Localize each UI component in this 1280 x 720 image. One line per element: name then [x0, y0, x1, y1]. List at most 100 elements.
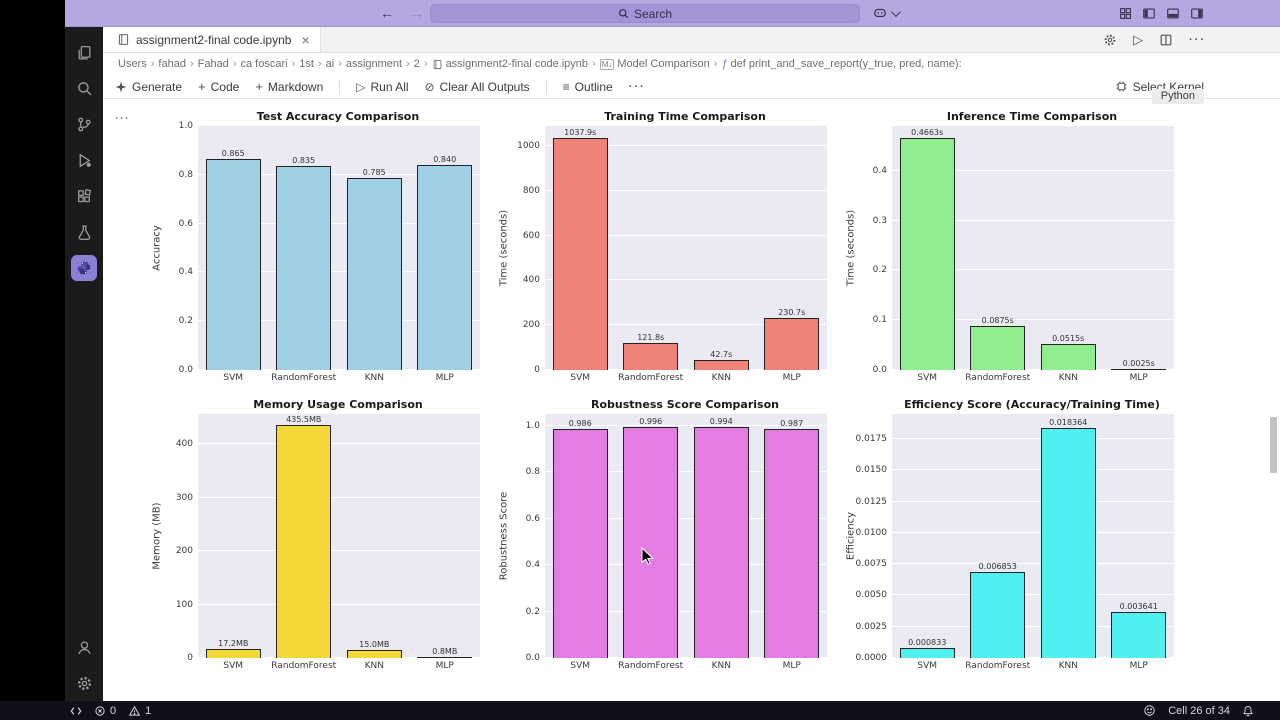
bar-svm: [552, 428, 608, 658]
plot-area: 0.4663s 0.0875s 0.0515s 0.0025s: [892, 126, 1174, 370]
run-all-button[interactable]: ▷ Run All: [356, 80, 408, 94]
bar-value-label: 0.000833: [908, 637, 947, 647]
testing-flask-icon[interactable]: [65, 214, 103, 250]
tab-notebook[interactable]: assignment2-final code.ipynb ×: [103, 27, 321, 52]
gridline: [198, 603, 480, 605]
panel-bottom-icon[interactable]: [1166, 7, 1180, 20]
notebook-icon: [432, 59, 443, 70]
gridline: [545, 369, 827, 370]
add-markdown-button[interactable]: + Markdown: [255, 79, 323, 94]
breadcrumb-item[interactable]: M↓ Model Comparison: [599, 58, 711, 70]
breadcrumb-item[interactable]: assignment2-final code.ipynb: [431, 58, 589, 70]
gridline: [198, 550, 480, 552]
bar-value-label: 0.006853: [978, 562, 1017, 572]
chart-efficiency-score-accuracy-training-time-: Efficiency Score (Accuracy/Training Time…: [844, 398, 1174, 674]
generate-button[interactable]: Generate: [115, 80, 182, 94]
y-tick-label: 1000: [517, 141, 540, 152]
y-tick-label: 1.0: [525, 420, 540, 431]
split-editor-icon[interactable]: [1159, 33, 1173, 47]
breadcrumb-item[interactable]: fahad: [157, 58, 187, 70]
gridline: [198, 125, 480, 126]
gridline: [892, 563, 1174, 565]
add-code-label: Code: [210, 79, 240, 94]
chart-training-time-comparison: Training Time Comparison Time (seconds) 0 2…: [497, 110, 827, 386]
panel-right-icon[interactable]: [1190, 7, 1204, 20]
breadcrumb-separator-icon: ›: [592, 58, 596, 70]
account-icon[interactable]: [65, 629, 103, 665]
forward-icon[interactable]: →: [410, 5, 424, 21]
errors-indicator[interactable]: 0: [94, 705, 116, 717]
y-tick-label: 0.6: [525, 513, 540, 524]
y-tick-label: 0.4: [178, 267, 193, 278]
cell-indicator[interactable]: Cell 26 of 34: [1168, 704, 1230, 717]
bar-mlp: [417, 165, 473, 370]
search-icon: [619, 9, 629, 19]
breadcrumb-item[interactable]: Fahad: [197, 58, 230, 70]
bar-mlp: [764, 318, 820, 370]
search-input[interactable]: Search: [430, 4, 860, 23]
warnings-indicator[interactable]: 1: [128, 705, 151, 717]
python-extension-icon[interactable]: [65, 250, 103, 286]
gridline: [545, 234, 827, 236]
chart-memory-usage-comparison: Memory Usage Comparison Memory (MB) 0 100 20…: [150, 398, 480, 674]
gridline: [198, 271, 480, 273]
gridline: [198, 173, 480, 175]
settings-gear-icon[interactable]: [65, 665, 103, 701]
y-tick-label: 0.1: [872, 315, 887, 326]
cell-actions-icon[interactable]: ···: [115, 111, 130, 125]
x-tick-label: KNN: [1058, 661, 1078, 671]
tab-title: assignment2-final code.ipynb: [136, 32, 292, 47]
add-code-button[interactable]: + Code: [198, 79, 239, 94]
gridline: [892, 625, 1174, 627]
toolbar-more-button[interactable]: ···: [629, 81, 646, 93]
run-debug-icon[interactable]: [65, 142, 103, 178]
back-icon[interactable]: ←: [380, 5, 394, 21]
panel-left-icon[interactable]: [1142, 7, 1156, 20]
kernel-indicator[interactable]: Python: [1151, 89, 1204, 104]
gridline: [545, 517, 827, 519]
y-tick-label: 0.3: [872, 215, 887, 226]
extensions-icon[interactable]: [65, 178, 103, 214]
x-tick-label: KNN: [364, 661, 384, 671]
more-actions-icon[interactable]: ···: [1189, 33, 1206, 46]
breadcrumb-item[interactable]: ƒ def print_and_save_report(y_true, pred,…: [720, 58, 962, 70]
x-tick-label: KNN: [711, 373, 731, 383]
run-icon[interactable]: ▷: [1133, 31, 1143, 47]
copilot-menu-button[interactable]: [873, 6, 901, 20]
bar-svm: [205, 158, 261, 370]
chart-title: Inference Time Comparison: [946, 110, 1118, 123]
clear-outputs-button[interactable]: ⊘ Clear All Outputs: [425, 80, 530, 94]
plot-area: 17.2MB 435.5MB 15.0MB 0.8MB: [198, 414, 480, 658]
outline-button[interactable]: ≡ Outline: [563, 80, 613, 94]
breadcrumb-item[interactable]: ai: [325, 58, 336, 70]
explorer-icon[interactable]: [65, 34, 103, 70]
grid-layout-icon[interactable]: [1119, 7, 1132, 20]
feedback-icon[interactable]: [1143, 704, 1156, 717]
bar-value-label: 0.785: [362, 168, 386, 178]
bar-value-label: 0.8MB: [432, 647, 458, 656]
y-tick-label: 0.0: [525, 653, 540, 663]
title-bar: ← → Search: [65, 0, 1280, 27]
y-tick-label: 0.2: [178, 316, 193, 327]
source-control-icon[interactable]: [65, 106, 103, 142]
search-sidebar-icon[interactable]: [65, 70, 103, 106]
breadcrumb-item[interactable]: 1st: [298, 58, 315, 70]
tab-gear-icon[interactable]: [1103, 33, 1117, 47]
breadcrumb-label: assignment: [345, 58, 403, 70]
scrollbar-thumb[interactable]: [1270, 417, 1277, 473]
bar-randomforest: [276, 166, 332, 370]
breadcrumb-item[interactable]: 2: [413, 58, 421, 70]
chart-title: Memory Usage Comparison: [253, 398, 423, 411]
breadcrumb-item[interactable]: Users: [117, 58, 148, 70]
warning-icon: [128, 705, 141, 716]
gridline: [545, 424, 827, 426]
bar-knn: [1040, 428, 1096, 658]
close-icon[interactable]: ×: [301, 31, 310, 48]
breadcrumb-item[interactable]: assignment: [345, 58, 403, 70]
toolbar-divider: [339, 79, 341, 94]
breadcrumb-item[interactable]: ca foscari: [239, 58, 288, 70]
notebook-toolbar: Generate + Code + Markdown ▷ Run All ⊘ C…: [103, 75, 1280, 99]
remote-indicator-icon[interactable]: [70, 705, 82, 717]
bar-value-label: 0.003641: [1119, 602, 1158, 612]
bell-icon[interactable]: [1242, 705, 1254, 717]
